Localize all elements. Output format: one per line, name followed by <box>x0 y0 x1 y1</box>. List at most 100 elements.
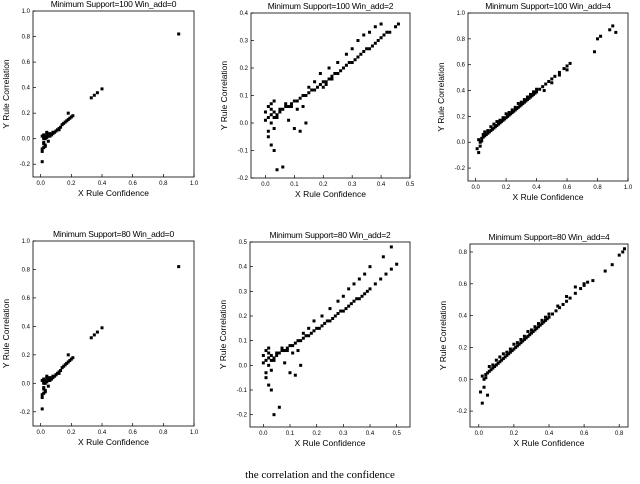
data-point <box>496 361 500 365</box>
data-point <box>565 299 569 303</box>
data-point <box>495 120 499 124</box>
data-point <box>516 101 520 105</box>
data-point <box>592 50 596 54</box>
data-point <box>535 90 539 94</box>
data-point <box>496 122 500 126</box>
y-tick-label: 0.0 <box>459 377 468 383</box>
data-point <box>621 250 625 254</box>
data-point <box>285 346 289 350</box>
y-tick-label: 0.2 <box>240 66 249 72</box>
data-point <box>477 138 481 142</box>
data-point <box>69 115 73 119</box>
y-tick-label: 0.6 <box>459 282 468 288</box>
data-point <box>43 381 47 385</box>
data-point <box>501 357 505 361</box>
data-point <box>540 322 544 326</box>
data-point <box>503 355 507 359</box>
data-point <box>269 121 273 125</box>
data-point <box>336 299 340 303</box>
y-tick-label: -0.1 <box>237 388 248 394</box>
data-point <box>267 383 271 387</box>
y-axis-label: Y Rule Correlation <box>436 62 446 132</box>
data-point <box>363 292 367 296</box>
y-tick-label: 0.1 <box>239 339 248 345</box>
data-point <box>545 317 549 321</box>
data-point <box>43 390 47 394</box>
data-point <box>543 315 547 319</box>
data-point <box>359 52 363 56</box>
panel-title: Minimum Support=100 Win_add=0 <box>51 0 177 9</box>
data-point <box>553 74 557 78</box>
y-tick-label: 1.0 <box>22 239 31 245</box>
y-tick-label: 0.3 <box>239 289 248 295</box>
y-tick-label: 0.4 <box>457 89 466 95</box>
x-tick-label: 0.1 <box>286 431 295 437</box>
x-tick-label: 1.0 <box>190 181 199 187</box>
data-point <box>529 328 533 332</box>
data-point <box>269 107 273 111</box>
data-point <box>513 108 517 112</box>
plot-frame <box>32 10 195 178</box>
x-tick-label: 0.8 <box>593 185 602 191</box>
data-point <box>379 277 383 281</box>
data-point <box>557 70 561 74</box>
data-point <box>327 77 331 81</box>
data-point <box>298 96 302 100</box>
panel-title: Minimum Support=80 Win_add=2 <box>269 230 390 240</box>
x-tick-label: 0.4 <box>377 182 386 188</box>
y-axis-label: Y Rule Correlation <box>1 299 11 369</box>
data-point <box>501 118 505 122</box>
data-point <box>504 112 508 116</box>
data-point <box>504 116 508 120</box>
data-point <box>331 316 335 320</box>
data-point <box>525 95 529 99</box>
data-point <box>89 96 93 100</box>
data-point <box>291 351 295 355</box>
x-tick-label: 0.0 <box>475 431 484 437</box>
data-point <box>495 123 499 127</box>
y-tick-label: 0.3 <box>240 39 249 45</box>
data-point <box>373 282 377 286</box>
data-point <box>56 128 60 132</box>
data-point <box>480 136 484 140</box>
data-point <box>269 353 273 357</box>
y-tick-label: 0.8 <box>22 267 31 273</box>
data-point <box>277 351 281 355</box>
data-point <box>373 25 377 29</box>
data-point <box>278 107 282 111</box>
data-point <box>310 88 314 92</box>
data-point <box>333 314 337 318</box>
data-point <box>388 30 392 34</box>
data-point <box>307 334 311 338</box>
data-point <box>599 34 603 38</box>
data-point <box>296 339 300 343</box>
data-point <box>59 369 63 372</box>
data-point <box>603 269 607 273</box>
data-point <box>482 377 486 381</box>
data-point <box>272 413 276 417</box>
data-point <box>299 339 303 343</box>
y-axis-label: Y Rule Correlation <box>1 59 11 129</box>
data-point <box>42 387 46 391</box>
data-point <box>291 344 295 348</box>
y-tick-label: 0.5 <box>239 240 248 246</box>
data-point <box>54 373 58 377</box>
data-point <box>289 102 293 106</box>
data-point <box>266 135 270 139</box>
y-tick-label: 0.2 <box>22 353 31 359</box>
data-point <box>289 105 293 108</box>
data-point <box>356 55 360 59</box>
panel-title: Minimum Support=100 Win_add=4 <box>485 1 611 11</box>
data-point <box>519 103 523 107</box>
data-point <box>342 66 346 70</box>
data-point <box>591 279 595 283</box>
data-point <box>350 47 354 51</box>
data-point <box>475 147 479 151</box>
data-point <box>486 371 490 375</box>
y-tick-label: 0.6 <box>22 296 31 302</box>
data-point <box>285 349 289 353</box>
data-point <box>494 363 498 367</box>
data-point <box>40 134 44 138</box>
data-point <box>56 371 60 375</box>
data-point <box>536 325 540 329</box>
